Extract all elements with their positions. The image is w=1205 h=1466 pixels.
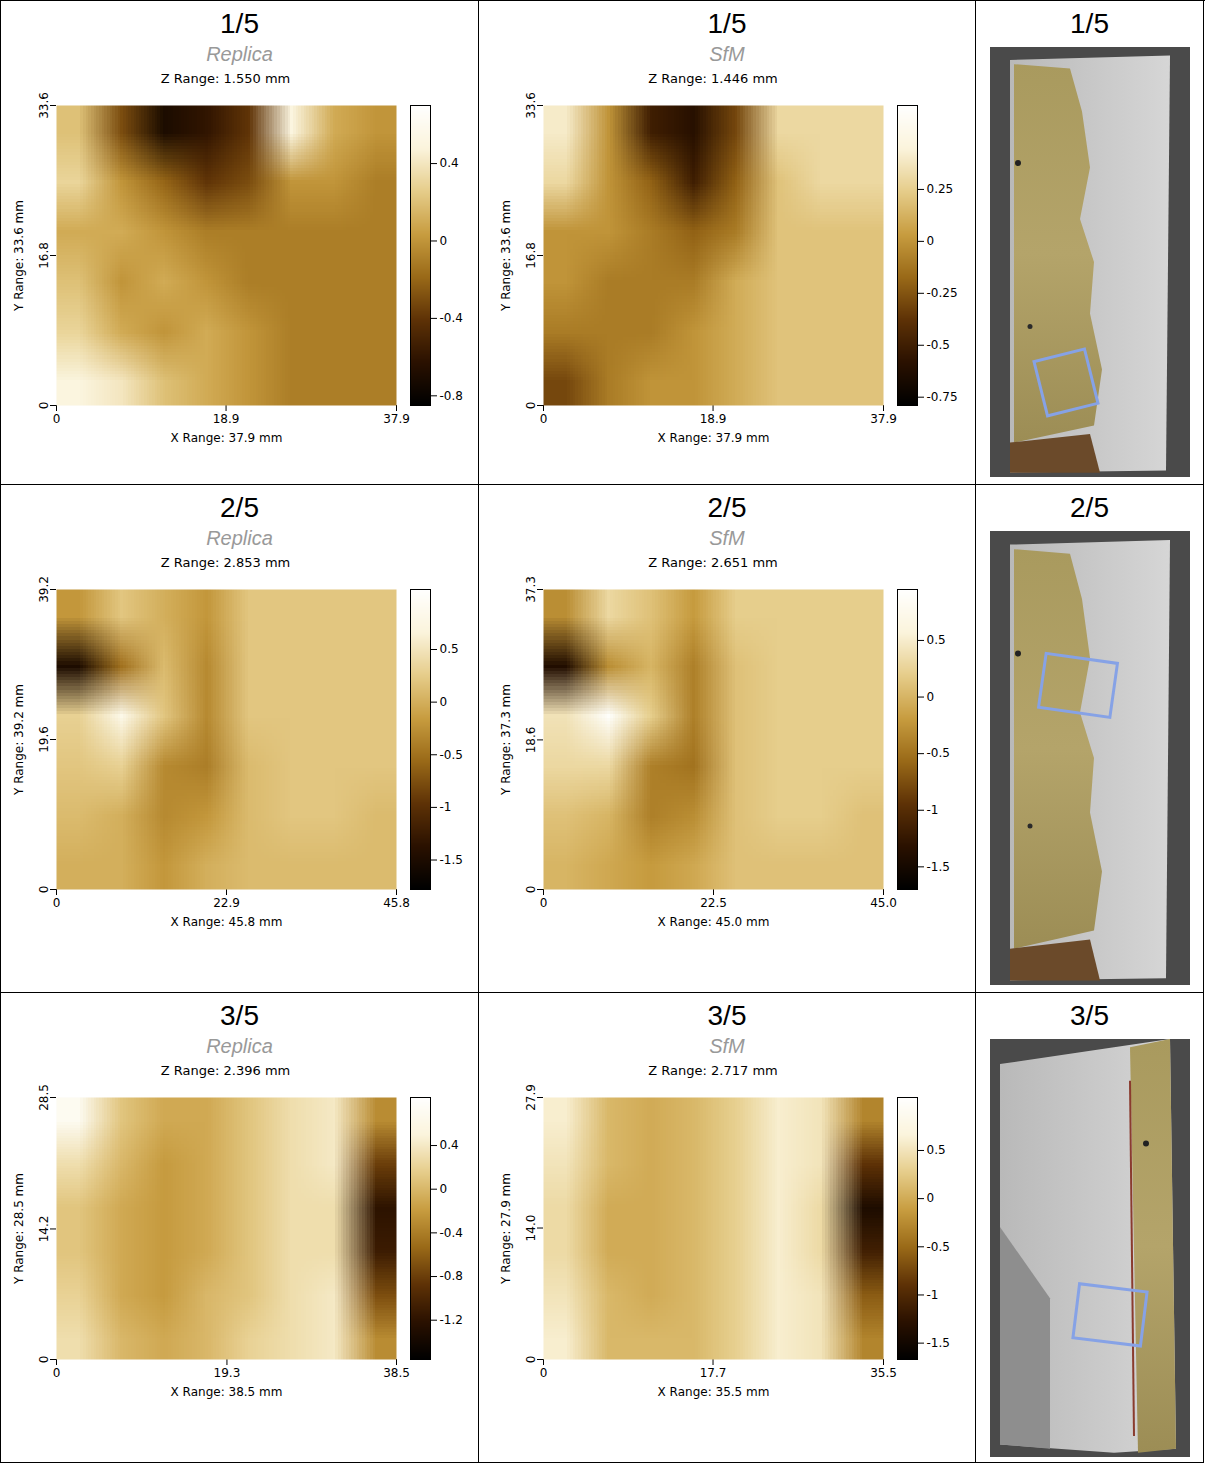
svg-text:14.2: 14.2 [36, 1216, 50, 1243]
svg-text:X Range: 35.5 mm: X Range: 35.5 mm [658, 1385, 770, 1399]
svg-text:0: 0 [524, 402, 538, 410]
svg-text:Y Range: 28.5 mm: Y Range: 28.5 mm [12, 1173, 26, 1285]
html-text:1/5: 1/5 [707, 8, 747, 39]
svg-text:0: 0 [439, 1182, 447, 1196]
html-text:SfM: SfM [709, 43, 745, 65]
svg-text:0: 0 [540, 412, 548, 426]
html-text:3/5: 3/5 [707, 1000, 747, 1031]
html-text:Z Range: 2.396 mm: Z Range: 2.396 mm [160, 1063, 291, 1078]
svg-text:22.9: 22.9 [213, 896, 240, 910]
html-text:1/5: 1/5 [1070, 8, 1109, 39]
svg-text:0: 0 [524, 886, 538, 894]
svg-text:19.3: 19.3 [213, 1366, 240, 1380]
svg-text:-0.5: -0.5 [927, 746, 950, 760]
html-text:Z Range: 1.550 mm: Z Range: 1.550 mm [160, 71, 291, 86]
svg-text:0.4: 0.4 [439, 1138, 458, 1152]
svg-text:-1: -1 [927, 1288, 939, 1302]
svg-text:0: 0 [36, 1356, 50, 1364]
svg-text:0.25: 0.25 [927, 182, 954, 196]
svg-text:0: 0 [927, 690, 935, 704]
svg-text:-1: -1 [439, 800, 451, 814]
svg-text:0: 0 [439, 695, 447, 709]
svg-text:0: 0 [36, 886, 50, 894]
svg-text:17.7: 17.7 [700, 1366, 727, 1380]
svg-text:-0.5: -0.5 [439, 748, 462, 762]
svg-text:-1.5: -1.5 [927, 860, 950, 874]
svg-text:X Range: 38.5 mm: X Range: 38.5 mm [170, 1385, 282, 1399]
svg-text:X Range: 45.0 mm: X Range: 45.0 mm [658, 915, 770, 929]
svg-text:18.9: 18.9 [700, 412, 727, 426]
svg-text:0: 0 [540, 896, 548, 910]
svg-text:Y Range: 39.2 mm: Y Range: 39.2 mm [12, 684, 26, 796]
svg-text:0: 0 [927, 234, 935, 248]
svg-text:-1.2: -1.2 [439, 1313, 462, 1327]
svg-text:18.6: 18.6 [524, 727, 538, 754]
svg-text:0: 0 [36, 402, 50, 410]
html-text:3/5: 3/5 [220, 1000, 259, 1031]
svg-text:0: 0 [52, 1366, 60, 1380]
html-text:2/5: 2/5 [220, 492, 259, 523]
svg-text:37.9: 37.9 [383, 412, 410, 426]
svg-text:19.6: 19.6 [36, 726, 50, 753]
svg-text:-0.8: -0.8 [439, 1269, 462, 1283]
html-text:2/5: 2/5 [1070, 492, 1109, 523]
svg-text:-1.5: -1.5 [439, 853, 462, 867]
svg-text:39.2: 39.2 [36, 576, 50, 603]
svg-text:Y Range: 33.6 mm: Y Range: 33.6 mm [499, 200, 513, 312]
svg-text:35.5: 35.5 [870, 1366, 897, 1380]
svg-text:0.5: 0.5 [927, 633, 946, 647]
html-text:Z Range: 1.446 mm: Z Range: 1.446 mm [648, 71, 778, 86]
html-text:Replica: Replica [206, 527, 273, 549]
svg-text:X Range: 37.9 mm: X Range: 37.9 mm [170, 431, 282, 445]
html-text:3/5: 3/5 [1070, 1000, 1109, 1031]
html-text:1/5: 1/5 [220, 8, 259, 39]
svg-text:-0.8: -0.8 [439, 389, 462, 403]
svg-text:33.6: 33.6 [524, 92, 538, 119]
svg-text:Y Range: 27.9 mm: Y Range: 27.9 mm [499, 1173, 513, 1285]
html-text:2/5: 2/5 [707, 492, 747, 523]
svg-text:45.0: 45.0 [870, 896, 897, 910]
svg-text:0.5: 0.5 [927, 1143, 946, 1157]
svg-text:-0.5: -0.5 [927, 338, 950, 352]
svg-text:-0.25: -0.25 [927, 286, 958, 300]
html-text:Z Range: 2.853 mm: Z Range: 2.853 mm [160, 555, 291, 570]
svg-text:38.5: 38.5 [383, 1366, 410, 1380]
svg-text:Y Range: 33.6 mm: Y Range: 33.6 mm [12, 200, 26, 312]
svg-text:14.0: 14.0 [524, 1215, 538, 1242]
svg-text:X Range: 45.8 mm: X Range: 45.8 mm [170, 915, 282, 929]
svg-text:0: 0 [540, 1366, 548, 1380]
svg-text:-0.5: -0.5 [927, 1240, 950, 1254]
svg-text:0: 0 [52, 412, 60, 426]
svg-text:-1.5: -1.5 [927, 1336, 950, 1350]
svg-text:Y Range: 37.3 mm: Y Range: 37.3 mm [499, 684, 513, 796]
svg-text:X Range: 37.9 mm: X Range: 37.9 mm [658, 431, 770, 445]
svg-text:18.9: 18.9 [212, 412, 239, 426]
html-text:Z Range: 2.651 mm: Z Range: 2.651 mm [648, 555, 778, 570]
svg-text:0: 0 [439, 234, 447, 248]
svg-text:37.3: 37.3 [524, 576, 538, 603]
svg-text:27.9: 27.9 [524, 1084, 538, 1111]
svg-text:0: 0 [927, 1191, 935, 1205]
svg-text:-0.4: -0.4 [439, 311, 462, 325]
svg-text:16.8: 16.8 [36, 242, 50, 269]
svg-text:28.5: 28.5 [36, 1084, 50, 1111]
svg-text:33.6: 33.6 [36, 92, 50, 119]
svg-text:22.5: 22.5 [700, 896, 727, 910]
svg-text:-0.4: -0.4 [439, 1226, 462, 1240]
svg-text:-1: -1 [927, 803, 939, 817]
svg-text:0.4: 0.4 [439, 156, 458, 170]
svg-text:0.5: 0.5 [439, 642, 458, 656]
svg-text:-0.75: -0.75 [927, 390, 958, 404]
svg-text:0: 0 [524, 1356, 538, 1364]
html-text:Replica: Replica [206, 1035, 273, 1057]
svg-text:37.9: 37.9 [870, 412, 897, 426]
svg-text:0: 0 [52, 896, 60, 910]
html-text:Z Range: 2.717 mm: Z Range: 2.717 mm [648, 1063, 778, 1078]
html-text:Replica: Replica [206, 43, 273, 65]
html-text:SfM: SfM [709, 527, 745, 549]
html-text:SfM: SfM [709, 1035, 745, 1057]
svg-text:45.8: 45.8 [383, 896, 410, 910]
svg-text:16.8: 16.8 [524, 242, 538, 269]
